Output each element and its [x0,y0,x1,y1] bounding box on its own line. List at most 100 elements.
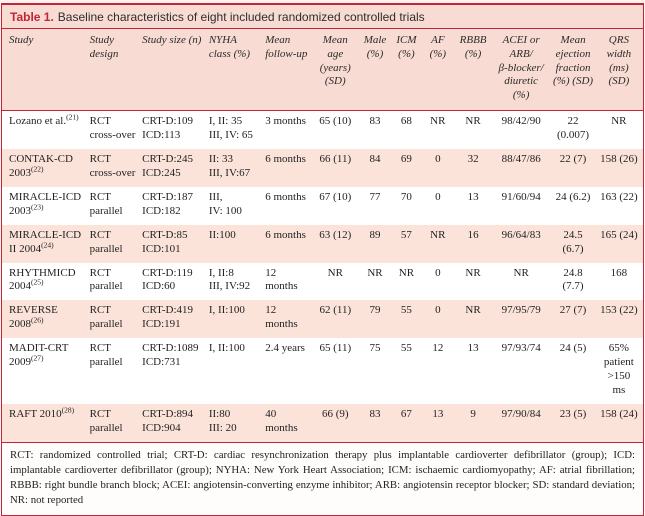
cell-size: CRT-D:109 ICD:113 [142,114,194,141]
study-name: Lozano et al. [9,114,67,127]
cell-rbbb: 9 [470,408,476,421]
cell-study: CONTAK-CD 2003(22) [2,149,87,187]
cell-acei: NR [513,266,529,279]
cell-male: 84 [369,152,381,165]
table-footnote: RCT: randomized controlled trial; CRT-D:… [2,442,643,515]
cell-acei: 88/47/86 [501,152,541,165]
cell-ef: 24.5 (6.7) [562,228,584,255]
study-reference: (24) [41,239,54,249]
table-row: REVERSE 2008(26) RCT parallel CRT-D:419 IC… [2,300,643,339]
study-reference: (27) [31,353,44,363]
cell-male: 79 [369,304,381,317]
cell-study: RAFT 2010(28) [2,404,87,442]
cell-acei: 97/93/74 [501,342,541,355]
study-reference: (25) [31,277,44,287]
cell-ef: 24 (6.2) [555,190,591,203]
cell-study: REVERSE 2008(26) [2,300,87,338]
cell-age: 66 (11) [319,152,352,165]
cell-age: 66 (9) [321,408,349,421]
cell-rbbb: 13 [467,190,479,203]
cell-design: RCT cross-over [89,114,136,141]
cell-age: 65 (10) [319,114,352,127]
cell-size: CRT-D:119 ICD:60 [142,266,193,293]
table-row: MIRACLE-ICD 2003(23) RCT parallel CRT-D:18… [2,186,643,225]
cell-icm: 55 [400,304,412,317]
column-header-qrs: QRS width (ms) (SD) [596,29,643,111]
cell-followup: 12 months [265,304,298,331]
cell-nyha: III, IV: 100 [208,190,242,217]
cell-ef: 27 (7) [559,304,587,317]
cell-af: NR [430,228,446,241]
column-header-followup: Mean follow-up [262,29,311,111]
cell-age: 62 (11) [319,304,352,317]
cell-size: CRT-D:419 ICD:191 [142,304,194,331]
cell-male: 83 [369,114,381,127]
cell-qrs: 158 (26) [600,152,638,165]
cell-design: RCT parallel [89,342,123,369]
cell-nyha: II: 33 III, IV:67 [208,152,251,179]
cell-rbbb: 32 [467,152,479,165]
cell-male: 77 [369,190,381,203]
cell-followup: 3 months [265,114,306,127]
cell-nyha: I, II:8 III, IV:92 [208,266,251,293]
cell-icm: 55 [400,342,412,355]
cell-qrs: 65% patient >150 ms [603,342,634,397]
column-header-study: Study [2,29,87,111]
column-header-icm: ICM (%) [390,29,423,111]
cell-icm: 68 [400,114,412,127]
cell-icm: NR [398,266,415,279]
table-row: Lozano et al.(21) RCT cross-over CRT-D:109… [2,110,643,149]
table-title: Table 1. Baseline characteristics of eigh… [2,5,643,29]
cell-rbbb: NR [465,304,481,317]
cell-nyha: II:80 III: 20 [208,408,237,435]
cell-nyha: II:100 [208,228,236,241]
cell-qrs: 165 (24) [600,228,638,241]
cell-qrs: 153 (22) [600,304,638,317]
cell-qrs: NR [611,114,627,127]
cell-size: CRT-D:245 ICD:245 [142,152,194,179]
cell-size: CRT-D:1089 ICD:731 [142,342,199,369]
table-caption: Baseline characteristics of eight includ… [57,10,425,24]
cell-icm: 70 [400,190,412,203]
study-name: MADIT-CRT 2009 [9,342,69,369]
table-body: Lozano et al.(21) RCT cross-over CRT-D:109… [2,110,643,443]
study-name: MIRACLE-ICD 2003 [9,190,82,217]
column-header-male: Male (%) [359,29,391,111]
cell-af: 0 [435,266,441,279]
cell-followup: 6 months [265,228,306,241]
column-header-rbbb: RBBB (%) [453,29,493,111]
cell-rbbb: 13 [467,342,479,355]
baseline-characteristics-table: Study Study design Study size (n) NYHA clas… [2,29,643,443]
study-reference: (28) [61,405,75,415]
cell-rbbb: 16 [467,228,479,241]
cell-icm: 57 [400,228,412,241]
cell-age: 65 (11) [319,342,352,355]
cell-size: CRT-D:187 ICD:182 [142,190,194,217]
cell-acei: 91/60/94 [501,190,541,203]
cell-followup: 6 months [265,190,306,203]
cell-male: NR [367,266,383,279]
cell-followup: 6 months [265,152,306,165]
table-card: Table 1. Baseline characteristics of eigh… [1,3,644,516]
column-header-design: Study design [86,29,140,111]
table-row: MIRACLE-ICD II 2004(24) RCT parallel CRT-D… [2,224,643,263]
cell-acei: 96/64/83 [501,228,541,241]
cell-age: NR [327,266,343,279]
cell-male: 89 [369,228,381,241]
cell-acei: 97/95/79 [501,304,541,317]
table-row: RAFT 2010(28) RCT parallel CRT-D:894 ICD:9… [2,404,643,443]
cell-study: RHYTHMICD 2004(25) [2,263,87,301]
cell-study: MIRACLE-ICD 2003(23) [2,187,87,225]
column-header-size: Study size (n) [139,29,206,111]
column-header-age: Mean age (years) (SD) [310,29,360,111]
table-number-label: Table 1. [10,10,54,24]
cell-af: 0 [435,152,441,165]
cell-male: 83 [369,408,381,421]
study-reference: (22) [31,164,44,173]
cell-design: RCT parallel [89,266,123,293]
cell-ef: 23 (5) [559,408,587,421]
column-header-nyha: NYHA class (%) [205,29,263,111]
study-name: RAFT 2010 [9,408,62,421]
cell-icm: 69 [400,152,412,165]
cell-ef: 24.8 (7.7) [562,266,584,293]
